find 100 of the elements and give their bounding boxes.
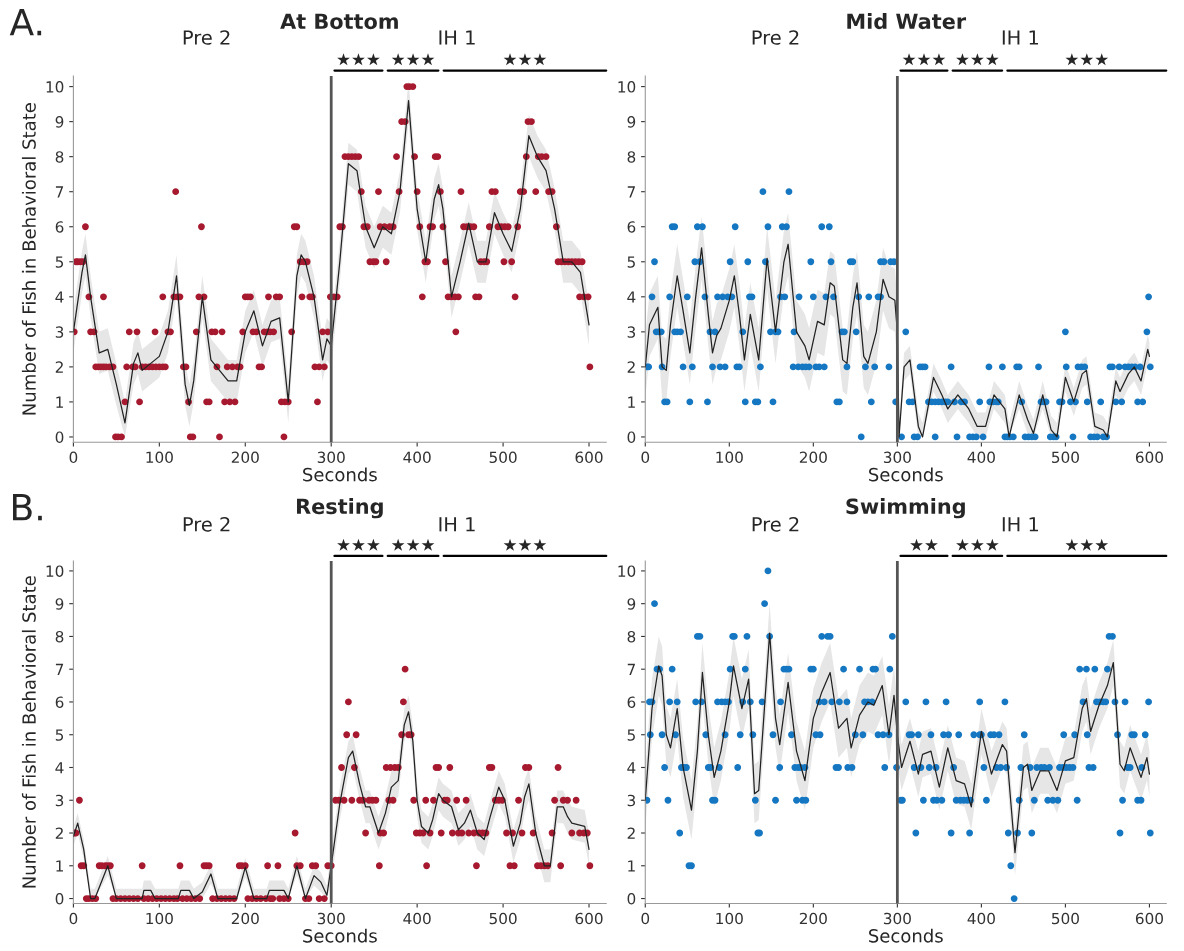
x-tick-label: 600	[575, 912, 603, 925]
y-tick-label: 1	[628, 860, 635, 872]
y-tick-label: 1	[56, 396, 63, 408]
x-axis-title: Seconds	[869, 467, 943, 482]
text: Pre 2	[752, 516, 799, 532]
x-tick-label: 500	[489, 912, 517, 925]
y-tick-label: 10	[618, 565, 636, 577]
y-tick-label: 0	[627, 431, 636, 443]
y-tick-label: 0	[55, 893, 64, 905]
y-tick-label: 4	[627, 291, 636, 303]
y-tick-label: 7	[627, 663, 635, 676]
x-tick-label: 400	[967, 451, 995, 464]
x-tick-label: 300	[883, 451, 911, 464]
x-tick-label: 200	[231, 912, 259, 925]
x-tick-label: 100	[716, 912, 743, 925]
y-tick-label: 4	[55, 762, 64, 774]
y-tick-label: 6	[55, 696, 64, 708]
y-tick-label: 9	[627, 116, 636, 128]
y-tick-label: 8	[55, 630, 64, 643]
y-tick-label: 4	[55, 291, 64, 303]
x-tick-label: 300	[317, 912, 345, 925]
x-tick-label: 400	[967, 912, 995, 925]
y-tick-label: 5	[627, 256, 635, 268]
text: IH 1	[439, 517, 475, 532]
text: ★★★	[391, 53, 435, 66]
text: A.	[9, 8, 42, 36]
y-tick-label: 3	[55, 326, 64, 338]
y-tick-label: 9	[55, 116, 64, 128]
x-tick-label: 500	[1052, 912, 1079, 925]
text: ★★★	[503, 538, 547, 551]
x-axis-title: Seconds	[303, 467, 377, 482]
text: ★★★	[1065, 538, 1109, 551]
x-tick-label: 200	[799, 912, 827, 925]
y-tick-label: 2	[627, 827, 635, 839]
x-tick-label: 100	[716, 451, 743, 464]
x-tick-label: 300	[317, 451, 345, 464]
y-tick-label: 3	[627, 326, 636, 338]
chart-title: At Bottom	[280, 13, 398, 30]
y-tick-label: 6	[627, 221, 636, 233]
x-tick-label: 500	[489, 451, 517, 464]
y-axis-title: Number of Fish in Behavioral State	[21, 103, 36, 415]
x-tick-label: 300	[883, 912, 911, 925]
x-tick-label: 200	[799, 451, 827, 464]
y-tick-label: 6	[55, 221, 64, 233]
y-tick-label: 5	[55, 256, 64, 268]
x-tick-label: 600	[1135, 912, 1163, 925]
y-axis-title: Number of Fish in Behavioral State	[21, 576, 36, 888]
y-tick-label: 10	[618, 81, 636, 93]
y-tick-label: 1	[56, 860, 63, 872]
y-tick-label: 8	[627, 151, 636, 163]
y-tick-label: 9	[627, 598, 636, 610]
y-tick-label: 3	[55, 794, 64, 807]
text: ★★★	[1065, 53, 1109, 66]
y-tick-label: 7	[55, 186, 64, 198]
y-tick-label: 6	[627, 696, 636, 708]
text: ★★★	[337, 538, 380, 551]
y-tick-label: 1	[628, 396, 635, 408]
text: ★★★	[956, 53, 999, 66]
line-series	[645, 632, 1151, 854]
y-tick-label: 8	[55, 151, 64, 163]
y-tick-label: 3	[627, 794, 636, 807]
text: ★★★	[337, 53, 380, 66]
x-tick-label: 600	[575, 451, 603, 464]
x-tick-label: 100	[146, 451, 173, 464]
text: ★★★	[503, 53, 547, 66]
chart-title: Resting	[297, 498, 383, 519]
text: Pre 2	[183, 30, 230, 45]
y-tick-label: 2	[627, 361, 635, 373]
text: IH 1	[1002, 517, 1039, 532]
x-tick-label: 500	[1052, 451, 1079, 464]
y-tick-label: 5	[627, 729, 635, 741]
text: ★★★	[902, 53, 946, 66]
x-tick-label: 0	[69, 451, 78, 464]
y-tick-label: 7	[627, 186, 635, 198]
y-tick-label: 7	[55, 663, 64, 676]
x-tick-label: 0	[641, 451, 650, 464]
x-tick-label: 200	[231, 451, 259, 464]
text: IH 1	[1002, 30, 1039, 45]
chart-title: Mid Water	[847, 13, 967, 30]
x-tick-label: 0	[641, 912, 650, 925]
y-tick-label: 2	[55, 361, 63, 373]
y-tick-label: 9	[55, 598, 64, 610]
text: ★★★	[391, 538, 435, 551]
x-tick-label: 100	[146, 912, 173, 925]
x-tick-label: 0	[69, 912, 78, 925]
text: IH 1	[439, 30, 475, 45]
text: ★★★	[956, 538, 999, 551]
text: B.	[13, 493, 42, 521]
y-tick-label: 10	[46, 565, 64, 577]
y-tick-label: 5	[55, 729, 64, 741]
y-tick-label: 0	[627, 893, 636, 905]
y-tick-label: 10	[46, 81, 64, 93]
text: Pre 2	[752, 30, 799, 45]
y-tick-label: 2	[55, 827, 63, 839]
chart-title: Swimming	[846, 498, 965, 519]
x-tick-label: 600	[1135, 451, 1163, 464]
x-axis-title: Seconds	[869, 928, 943, 943]
y-tick-label: 4	[627, 762, 636, 774]
x-axis-title: Seconds	[303, 928, 377, 943]
x-tick-label: 400	[403, 451, 431, 464]
